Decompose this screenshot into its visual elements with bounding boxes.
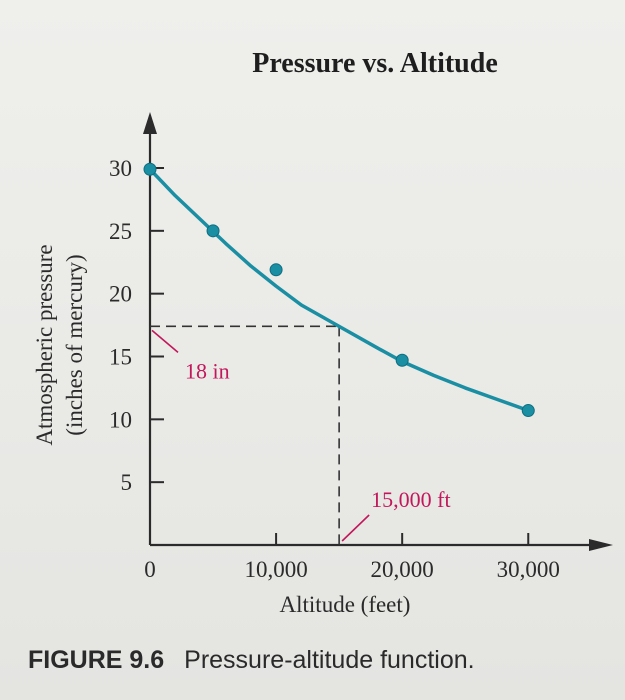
guide-lines: [150, 325, 340, 545]
y-tick-label: 5: [121, 470, 133, 495]
altitude-annotation-label: 15,000 ft: [371, 487, 450, 512]
y-tick-label: 30: [109, 156, 132, 181]
pressure-altitude-chart: Pressure vs. Altitude Atmospheric pressu…: [32, 48, 613, 617]
altitude-annotation-pointer: [341, 514, 370, 542]
pressure-annotation-label: 18 in: [185, 358, 230, 383]
data-point-marker: [206, 224, 220, 238]
series-line: [148, 167, 531, 413]
y-axis-label-line2: (inches of mercury): [62, 254, 87, 435]
data-point-marker: [143, 162, 157, 176]
y-axis-label-line1: Atmospheric pressure: [32, 244, 57, 445]
x-tick-label: 10,000: [244, 557, 307, 582]
x-axis-label: Altitude (feet): [280, 592, 411, 617]
figure-number: FIGURE 9.6: [28, 646, 165, 674]
figure-caption: FIGURE 9.6 Pressure-altitude function.: [28, 646, 475, 675]
y-tick-label: 20: [109, 282, 132, 307]
data-point-marker: [269, 263, 283, 277]
x-axis-arrow: [589, 539, 613, 551]
data-series: [143, 162, 535, 418]
y-tick-label: 15: [109, 345, 132, 370]
x-tick-label: 0: [144, 557, 156, 582]
chart-title: Pressure vs. Altitude: [252, 48, 498, 79]
caption-text: Pressure-altitude function.: [184, 646, 475, 674]
pressure-annotation-pointer: [151, 329, 179, 353]
annotations: 18 in 15,000 ft: [151, 329, 451, 542]
data-point-marker: [521, 404, 535, 418]
y-axis-label: Atmospheric pressure (inches of mercury): [32, 244, 87, 445]
x-tick-label: 20,000: [371, 557, 434, 582]
data-point-marker: [395, 353, 409, 367]
y-axis-arrow: [143, 112, 157, 134]
y-tick-label: 10: [109, 407, 132, 432]
axes: 5 10 15 20 25 30 0 10,000 20,000 30,000: [109, 112, 613, 582]
x-tick-label: 30,000: [497, 557, 560, 582]
y-tick-label: 25: [109, 219, 132, 244]
